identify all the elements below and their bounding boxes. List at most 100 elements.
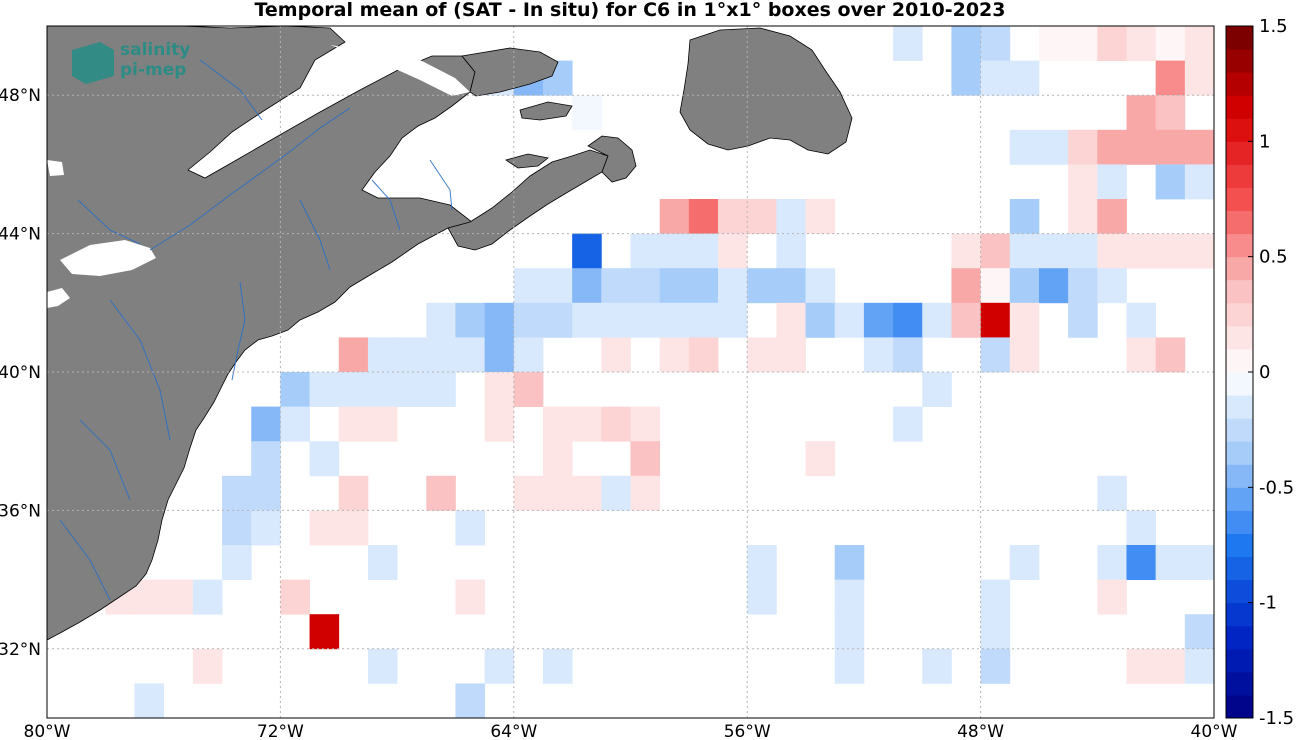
heatmap-cell [1184,233,1214,269]
heatmap-cell [572,233,602,269]
colorbar-step [1226,556,1253,581]
heatmap-cell [309,441,340,477]
heatmap-cell [455,510,486,546]
heatmap-cell [980,60,1011,96]
colorbar [1226,26,1253,719]
heatmap-cell [1097,545,1127,580]
heatmap-cell [542,406,573,442]
heatmap-cell [718,268,748,304]
colorbar-step [1226,210,1253,235]
heatmap-cell [688,268,719,304]
heatmap-cell [601,302,631,338]
heatmap-cell [659,268,690,304]
river-potomac [79,419,131,501]
heatmap-cell [455,579,486,615]
heatmap-cell [1155,545,1186,580]
lake-ontario [60,240,156,276]
colorbar-step [1226,26,1253,50]
logo-line2: pi-mep [120,60,186,80]
heatmap-cell [513,372,544,407]
river-st-lawrence [149,107,351,251]
heatmap-cell [1009,337,1040,373]
heatmap-cell [776,233,806,269]
colorbar-step [1226,395,1253,419]
colorbar-step [1226,95,1253,119]
colorbar-step [1226,625,1253,650]
river-ottawa [77,199,141,245]
heatmap-cell [542,268,573,304]
heatmap-cell [630,441,661,477]
heatmap-cell [426,302,456,338]
heatmap-cell [688,199,719,234]
heatmap-cell [338,510,369,546]
heatmap-cell [572,302,602,338]
colorbar-step [1226,72,1253,96]
heatmap-cell [572,475,602,511]
heatmap-cell [747,337,777,373]
heatmap-cell [542,441,573,477]
heatmap-cell [1126,337,1157,373]
heatmap-cell [1009,302,1040,338]
heatmap-cell [805,302,836,338]
river-kennebec [371,179,401,231]
heatmap-cell [397,372,427,407]
heatmap-cell [163,579,194,615]
gulf-st-lawrence-estuary [330,45,470,96]
heatmap-cell [601,406,631,442]
heatmap-cell [776,302,806,338]
heatmap-cell [455,302,486,338]
heatmap-cell [192,648,223,684]
heatmap-cell [601,475,631,511]
colorbar-tick-label: 0.5 [1259,247,1288,268]
river-saint-john [429,159,453,211]
heatmap-cell [1097,26,1127,61]
colorbar-step [1226,49,1253,73]
heatmap-cell [863,337,894,373]
heatmap-cell [922,648,952,684]
colorbar-step [1226,187,1253,212]
colorbar-step [1226,372,1253,396]
x-tick-label: 64°W [490,722,537,740]
heatmap-cell [1184,60,1214,96]
heatmap-cell [1155,164,1186,200]
colorbar-step [1226,694,1253,719]
land-cape-breton [587,135,637,183]
heatmap-cell [572,268,602,304]
heatmap-cell [426,475,456,511]
heatmap-cell [630,233,661,269]
heatmap-cell [1068,199,1098,234]
heatmap-cell [951,26,981,61]
heatmap-cell [1068,26,1098,61]
heatmap-cell [426,372,456,407]
heatmap-cell [951,268,981,304]
land-gaspe [461,47,559,97]
colorbar-tick-label: 1 [1259,131,1270,152]
salinity-pimep-logo: salinity pi-mep [72,40,190,84]
heatmap-cell [893,302,923,338]
heatmap-cell [1009,268,1040,304]
heatmap-cell [834,614,865,650]
heatmap-cell [455,683,486,718]
river-saguenay [199,59,263,121]
colorbar-step [1226,533,1253,558]
heatmap-cell [484,337,515,373]
colorbar-step [1226,256,1253,281]
x-tick-label: 56°W [724,722,771,740]
heatmap-cell [280,579,310,615]
colorbar-tick-label: 1.5 [1259,16,1288,37]
heatmap-cell [426,337,456,373]
heatmap-cell [1126,648,1157,684]
colorbar-step [1226,164,1253,188]
colorbar-tick-label: -1.5 [1259,708,1294,729]
heatmap-cell [863,302,894,338]
heatmap-cell [1184,545,1214,580]
heatmap-cell [455,337,486,373]
heatmap-cells [105,26,1214,718]
heatmap-cell [1068,233,1098,269]
heatmap-cell [1009,233,1040,269]
heatmap-cell [484,302,515,338]
heatmap-cell [1155,233,1186,269]
heatmap-cell [1126,95,1157,131]
heatmap-cell [747,268,777,304]
heatmap-cell [280,406,310,442]
